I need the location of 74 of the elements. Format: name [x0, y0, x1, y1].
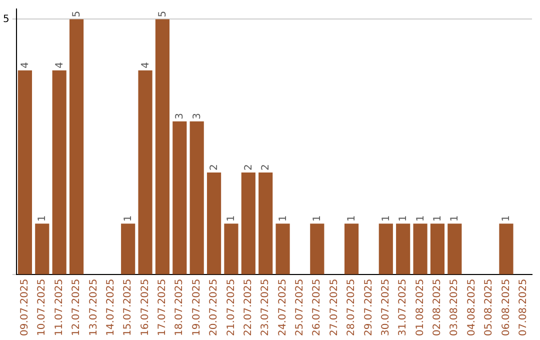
data-label: 4: [140, 62, 152, 68]
data-label: 1: [380, 215, 392, 222]
x-tick-label: 16.07.2025: [140, 278, 151, 336]
x-tick-label: 14.07.2025: [105, 278, 116, 336]
x-tick-label: 13.07.2025: [88, 278, 100, 336]
bar: [344, 224, 359, 274]
x-tick-label: 28.07.2025: [346, 278, 358, 336]
bar: [310, 224, 324, 274]
data-label: 1: [432, 215, 444, 222]
data-label: 3: [174, 113, 186, 120]
data-label: 1: [123, 215, 134, 222]
bar: [241, 172, 256, 274]
x-tick-label: 25.07.2025: [294, 278, 306, 336]
bar: [224, 224, 238, 274]
x-tick-label: 04.08.2025: [466, 278, 478, 336]
data-label: 4: [20, 62, 31, 68]
x-tick-label: 23.07.2025: [260, 278, 272, 336]
data-label: 1: [346, 215, 358, 222]
bar: [52, 70, 66, 274]
bar: [18, 70, 32, 274]
x-tick-label: 03.08.2025: [449, 278, 460, 336]
data-label: 1: [501, 215, 512, 222]
x-tick-label: 26.07.2025: [312, 278, 323, 336]
x-tick-label: 07.08.2025: [518, 278, 529, 336]
data-label: 3: [192, 113, 203, 120]
data-label: 1: [312, 215, 324, 222]
x-tick-label: 02.08.2025: [432, 278, 444, 336]
x-tick-label: 24.07.2025: [277, 278, 288, 336]
x-tick-label: 01.08.2025: [414, 278, 426, 336]
data-label: 1: [450, 215, 461, 222]
x-tick-label: 18.07.2025: [174, 278, 186, 336]
bar: [121, 224, 136, 274]
bar: [138, 70, 152, 274]
x-tick-label: 19.07.2025: [191, 278, 202, 336]
bar: [258, 172, 273, 274]
x-tick-label: 30.07.2025: [380, 278, 392, 336]
x-tick-label: 15.07.2025: [122, 278, 134, 336]
bar: [396, 224, 410, 274]
data-label: 1: [226, 215, 238, 222]
x-tick-label: 20.07.2025: [208, 278, 220, 336]
x-tick-label: 06.08.2025: [500, 278, 512, 336]
data-label: 2: [260, 164, 272, 171]
data-label: 2: [243, 164, 254, 171]
x-tick-label: 12.07.2025: [71, 278, 82, 336]
x-tick-label: 17.07.2025: [157, 278, 168, 336]
x-tick-label: 21.07.2025: [226, 278, 237, 336]
bar: [430, 224, 445, 274]
x-tick-label: 11.07.2025: [54, 278, 65, 336]
bar: [378, 224, 393, 274]
x-tick-label: 10.07.2025: [36, 278, 48, 336]
x-tick-label: 29.07.2025: [363, 278, 374, 336]
bar: [190, 121, 204, 274]
data-label: 1: [37, 215, 48, 222]
x-tick-label: 22.07.2025: [242, 278, 254, 336]
bar: [155, 19, 170, 274]
x-tick-label: 27.07.2025: [328, 278, 340, 336]
bar: [448, 224, 462, 274]
x-tick-label: 05.08.2025: [484, 278, 495, 336]
x-tick-label: 09.07.2025: [20, 278, 31, 336]
data-label: 5: [72, 10, 83, 18]
data-label: 1: [398, 215, 410, 222]
data-label: 2: [209, 164, 220, 171]
data-label: 1: [415, 215, 426, 222]
data-label: 5: [157, 10, 168, 18]
bar: [499, 224, 514, 274]
bar: [276, 224, 290, 274]
bar: [35, 224, 50, 274]
data-label: 1: [278, 215, 289, 222]
bar: [206, 172, 222, 274]
data-label: 4: [54, 62, 66, 68]
bar: [172, 121, 187, 274]
x-tick-label: 31.07.2025: [398, 278, 409, 336]
bar: [69, 19, 84, 274]
bar: [413, 224, 428, 274]
